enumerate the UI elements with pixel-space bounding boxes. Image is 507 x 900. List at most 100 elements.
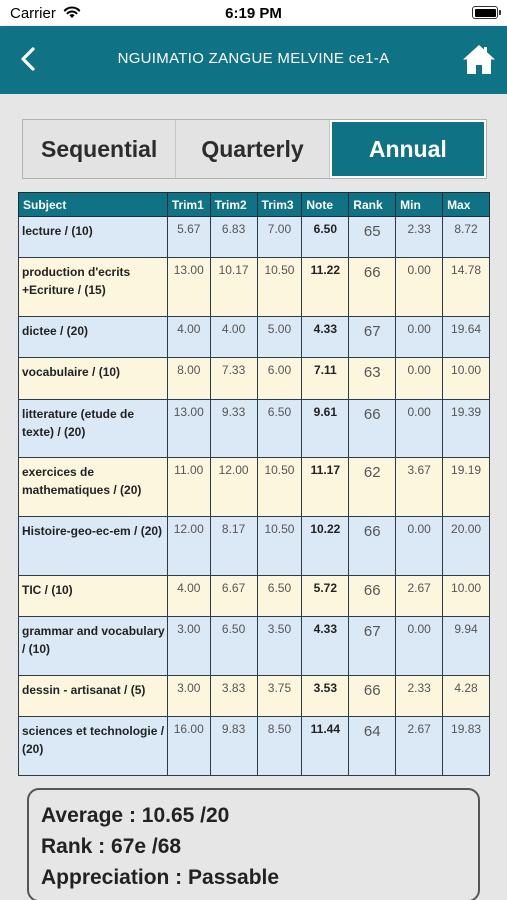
cell-trim3: 3.75: [256, 675, 303, 717]
cell-subject: litterature (etude de texte) / (20): [18, 399, 168, 458]
cell-trim1: 5.67: [166, 216, 211, 258]
back-button[interactable]: [14, 44, 44, 74]
cell-trim3: 10.50: [256, 457, 303, 517]
cell-note: 11.44: [301, 716, 350, 776]
table-row: grammar and vocabulary / (10) 3.00 6.50 …: [18, 616, 490, 676]
cell-min: 0.00: [395, 357, 444, 400]
cell-trim1: 3.00: [166, 675, 211, 717]
cell-subject: dessin - artisanat / (5): [18, 675, 168, 717]
cell-min: 0.00: [395, 257, 444, 317]
cell-note: 3.53: [301, 675, 350, 717]
table-row: litterature (etude de texte) / (20) 13.0…: [18, 399, 490, 458]
table-row: sciences et technologie / (20) 16.00 9.8…: [18, 716, 490, 776]
table-row: dictee / (20) 4.00 4.00 5.00 4.33 67 0.0…: [18, 316, 490, 358]
table-row: TIC / (10) 4.00 6.67 6.50 5.72 66 2.67 1…: [18, 575, 490, 617]
cell-rank: 63: [348, 357, 397, 400]
col-header-trim1: Trim1: [166, 192, 211, 217]
cell-min: 0.00: [395, 616, 444, 676]
tab-sequential[interactable]: Sequential: [23, 120, 177, 178]
cell-min: 0.00: [395, 316, 444, 358]
cell-max: 14.78: [442, 257, 490, 317]
cell-trim3: 10.50: [256, 516, 303, 576]
chevron-left-icon: [21, 47, 35, 71]
col-header-rank: Rank: [348, 192, 397, 217]
cell-trim1: 8.00: [166, 357, 211, 400]
cell-rank: 66: [348, 575, 397, 617]
cell-note: 11.17: [301, 457, 350, 517]
rank-text: Rank : 67e /68: [41, 835, 182, 858]
cell-max: 9.94: [442, 616, 490, 676]
cell-rank: 66: [348, 257, 397, 317]
cell-trim1: 16.00: [166, 716, 211, 776]
cell-note: 9.61: [301, 399, 350, 458]
period-tabs: Sequential Quarterly Annual: [22, 119, 487, 179]
table-row: lecture / (10) 5.67 6.83 7.00 6.50 65 2.…: [18, 216, 490, 258]
average-text: Average : 10.65 /20: [41, 804, 230, 827]
cell-rank: 66: [348, 399, 397, 458]
cell-trim3: 6.50: [256, 399, 303, 458]
cell-max: 19.64: [442, 316, 490, 358]
cell-trim1: 12.00: [166, 516, 211, 576]
cell-trim1: 3.00: [166, 616, 211, 676]
table-row: Histoire-geo-ec-em / (20) 12.00 8.17 10.…: [18, 516, 490, 576]
cell-trim3: 6.50: [256, 575, 303, 617]
cell-subject: sciences et technologie / (20): [18, 716, 168, 776]
cell-min: 0.00: [395, 399, 444, 458]
cell-trim3: 7.00: [256, 216, 303, 258]
cell-trim2: 7.33: [209, 357, 258, 400]
cell-rank: 66: [348, 516, 397, 576]
cell-note: 4.33: [301, 616, 350, 676]
cell-trim3: 6.00: [256, 357, 303, 400]
cell-trim3: 3.50: [256, 616, 303, 676]
tab-annual[interactable]: Annual: [329, 120, 486, 178]
grades-table: Subject Trim1 Trim2 Trim3 Note Rank Min …: [18, 192, 490, 776]
cell-trim3: 10.50: [256, 257, 303, 317]
col-header-subject: Subject: [18, 192, 168, 217]
home-button[interactable]: [461, 43, 497, 77]
col-header-max: Max: [442, 192, 490, 217]
cell-max: 10.00: [442, 357, 490, 400]
cell-min: 0.00: [395, 516, 444, 576]
home-icon: [463, 45, 495, 74]
carrier-label: Carrier: [10, 5, 56, 22]
cell-trim1: 4.00: [166, 575, 211, 617]
cell-rank: 67: [348, 316, 397, 358]
cell-trim1: 11.00: [166, 457, 211, 517]
cell-trim2: 6.50: [209, 616, 258, 676]
cell-trim2: 3.83: [209, 675, 258, 717]
tab-quarterly[interactable]: Quarterly: [176, 120, 330, 178]
app-bar: NGUIMATIO ZANGUE MELVINE ce1-A: [0, 26, 507, 94]
cell-max: 8.72: [442, 216, 490, 258]
cell-trim1: 13.00: [166, 257, 211, 317]
cell-max: 20.00: [442, 516, 490, 576]
col-header-note: Note: [301, 192, 350, 217]
cell-min: 2.33: [395, 216, 444, 258]
table-row: exercices de mathematiques / (20) 11.00 …: [18, 457, 490, 517]
cell-trim1: 13.00: [166, 399, 211, 458]
cell-subject: dictee / (20): [18, 316, 168, 358]
col-header-trim3: Trim3: [256, 192, 303, 217]
cell-trim2: 6.83: [209, 216, 258, 258]
cell-subject: Histoire-geo-ec-em / (20): [18, 516, 168, 576]
cell-subject: vocabulaire / (10): [18, 357, 168, 400]
table-row: production d'ecrits +Ecriture / (15) 13.…: [18, 257, 490, 317]
table-row: dessin - artisanat / (5) 3.00 3.83 3.75 …: [18, 675, 490, 717]
cell-rank: 65: [348, 216, 397, 258]
table-header-row: Subject Trim1 Trim2 Trim3 Note Rank Min …: [18, 192, 490, 217]
cell-trim2: 9.33: [209, 399, 258, 458]
cell-max: 19.39: [442, 399, 490, 458]
col-header-trim2: Trim2: [209, 192, 258, 217]
cell-min: 3.67: [395, 457, 444, 517]
clock: 6:19 PM: [225, 5, 282, 22]
col-header-min: Min: [395, 192, 444, 217]
cell-trim3: 8.50: [256, 716, 303, 776]
cell-max: 19.19: [442, 457, 490, 517]
cell-trim2: 8.17: [209, 516, 258, 576]
cell-note: 5.72: [301, 575, 350, 617]
cell-note: 10.22: [301, 516, 350, 576]
cell-rank: 62: [348, 457, 397, 517]
cell-min: 2.67: [395, 716, 444, 776]
cell-subject: production d'ecrits +Ecriture / (15): [18, 257, 168, 317]
cell-note: 4.33: [301, 316, 350, 358]
cell-trim1: 4.00: [166, 316, 211, 358]
